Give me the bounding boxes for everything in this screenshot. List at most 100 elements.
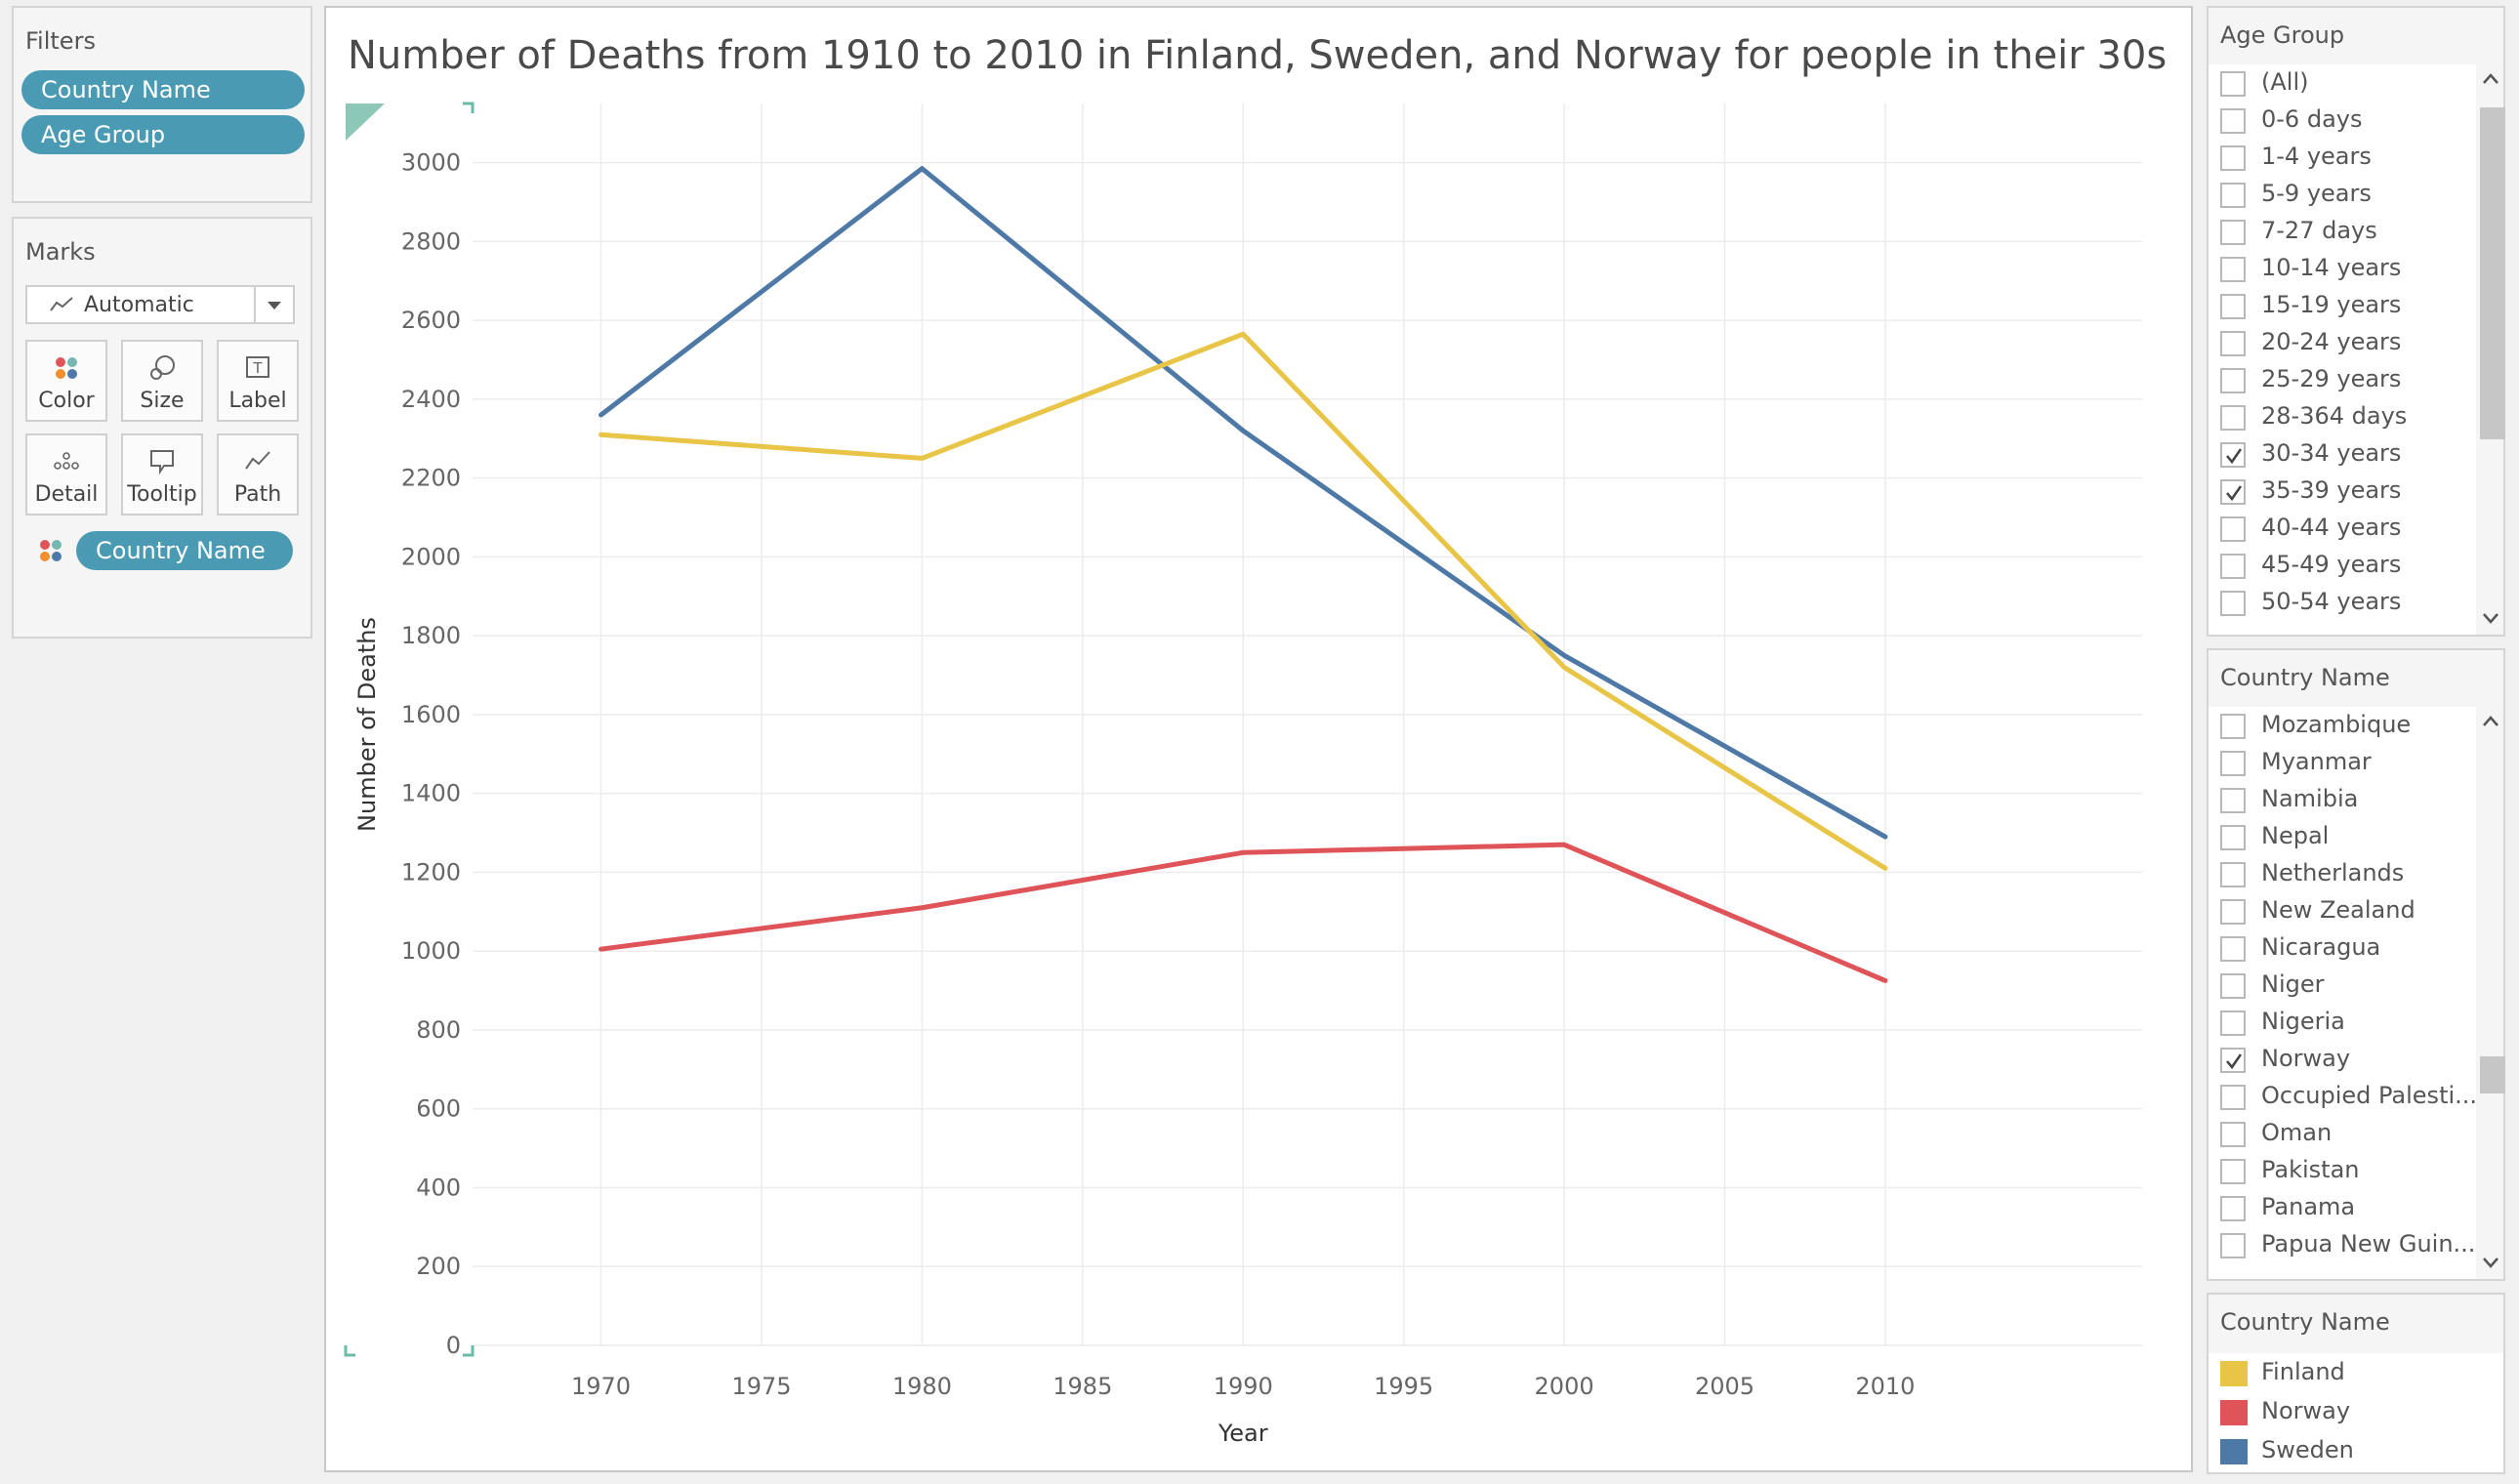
y-tick-label: 2200 (401, 465, 461, 492)
age-group-item[interactable]: 25-29 years (2209, 361, 2478, 398)
y-tick-label: 1200 (401, 858, 461, 886)
checkbox[interactable] (2220, 936, 2246, 962)
checkbox-checked[interactable] (2220, 442, 2246, 468)
checkbox[interactable] (2220, 899, 2246, 925)
checkbox[interactable] (2220, 973, 2246, 999)
country-item[interactable]: Oman (2209, 1115, 2478, 1152)
checkbox[interactable] (2220, 751, 2246, 776)
checkbox[interactable] (2220, 294, 2246, 319)
detail-button[interactable]: Detail (25, 433, 107, 515)
filter-pill-country-name[interactable]: Country Name (21, 70, 305, 109)
country-item[interactable]: Nepal (2209, 818, 2478, 855)
legend-item[interactable]: Norway (2209, 1392, 2503, 1431)
country-item[interactable]: Norway (2209, 1041, 2478, 1078)
color-button[interactable]: Color (25, 340, 107, 422)
tooltip-button[interactable]: Tooltip (121, 433, 203, 515)
y-tick-label: 2000 (401, 543, 461, 570)
age-group-item[interactable]: 35-39 years (2209, 473, 2478, 510)
country-label: Pakistan (2261, 1156, 2360, 1183)
age-group-item[interactable]: 5-9 years (2209, 176, 2478, 213)
scroll-up-icon[interactable] (2482, 70, 2499, 89)
size-button[interactable]: Size (121, 340, 203, 422)
country-item[interactable]: Nigeria (2209, 1004, 2478, 1041)
age-group-scrollbar[interactable] (2476, 64, 2505, 635)
country-item[interactable]: Papua New Guin... (2209, 1226, 2478, 1263)
country-scroll-thumb[interactable] (2480, 1056, 2505, 1093)
age-group-item[interactable]: 50-54 years (2209, 584, 2478, 621)
checkbox[interactable] (2220, 554, 2246, 579)
y-tick-label: 2400 (401, 386, 461, 413)
legend-item[interactable]: Finland (2209, 1353, 2503, 1392)
age-group-filter-title: Age Group (2220, 21, 2345, 49)
legend-item[interactable]: Sweden (2209, 1431, 2503, 1470)
country-label: Nigeria (2261, 1008, 2345, 1035)
checkbox[interactable] (2220, 1196, 2246, 1221)
y-tick-label: 1000 (401, 937, 461, 965)
age-group-item[interactable]: 30-34 years (2209, 435, 2478, 473)
country-label: Namibia (2261, 785, 2359, 812)
age-group-scroll-thumb[interactable] (2480, 107, 2505, 439)
age-group-item[interactable]: 20-24 years (2209, 324, 2478, 361)
checkbox[interactable] (2220, 1233, 2246, 1258)
series-line-sweden (599, 166, 1888, 840)
age-group-item[interactable]: 10-14 years (2209, 250, 2478, 287)
country-scrollbar[interactable] (2476, 707, 2505, 1279)
age-group-item[interactable]: 45-49 years (2209, 547, 2478, 584)
color-pill-country-name[interactable]: Country Name (76, 531, 293, 570)
checkbox[interactable] (2220, 591, 2246, 616)
country-label: Nicaragua (2261, 933, 2381, 961)
checkbox[interactable] (2220, 405, 2246, 431)
path-button[interactable]: Path (217, 433, 299, 515)
filter-pill-age-group[interactable]: Age Group (21, 115, 305, 154)
checkbox[interactable] (2220, 714, 2246, 739)
country-item[interactable]: Panama (2209, 1189, 2478, 1226)
checkbox-checked[interactable] (2220, 479, 2246, 505)
checkbox[interactable] (2220, 183, 2246, 208)
checkbox[interactable] (2220, 862, 2246, 887)
x-tick-label: 1985 (1053, 1373, 1112, 1400)
checkbox[interactable] (2220, 1122, 2246, 1147)
checkbox-checked[interactable] (2220, 1048, 2246, 1073)
checkbox[interactable] (2220, 145, 2246, 171)
x-tick-label: 2005 (1695, 1373, 1755, 1400)
checkbox[interactable] (2220, 220, 2246, 245)
country-item[interactable]: Namibia (2209, 781, 2478, 818)
country-item[interactable]: Mozambique (2209, 707, 2478, 744)
checkbox[interactable] (2220, 71, 2246, 97)
country-list: Mozambique Myanmar Namibia Nepal Netherlands… (2209, 707, 2478, 1279)
age-group-label: 45-49 years (2261, 551, 2402, 578)
scroll-down-icon[interactable] (2482, 611, 2499, 630)
size-icon (123, 353, 201, 383)
age-group-item[interactable]: 0-6 days (2209, 102, 2478, 139)
checkbox[interactable] (2220, 788, 2246, 813)
country-item[interactable]: Occupied Palesti... (2209, 1078, 2478, 1115)
age-group-item[interactable]: 15-19 years (2209, 287, 2478, 324)
checkbox[interactable] (2220, 368, 2246, 393)
country-item[interactable]: Netherlands (2209, 855, 2478, 892)
age-group-item[interactable]: 7-27 days (2209, 213, 2478, 250)
checkbox[interactable] (2220, 825, 2246, 850)
y-tick-label: 600 (416, 1095, 461, 1123)
checkbox[interactable] (2220, 1085, 2246, 1110)
age-group-item[interactable]: 1-4 years (2209, 139, 2478, 176)
chevron-down-icon[interactable] (266, 295, 283, 318)
checkbox[interactable] (2220, 1010, 2246, 1036)
mark-type-dropdown[interactable]: Automatic (25, 285, 295, 324)
country-item[interactable]: New Zealand (2209, 892, 2478, 929)
checkbox[interactable] (2220, 108, 2246, 134)
country-item[interactable]: Pakistan (2209, 1152, 2478, 1189)
age-group-item[interactable]: 40-44 years (2209, 510, 2478, 547)
country-item[interactable]: Myanmar (2209, 744, 2478, 781)
checkbox[interactable] (2220, 331, 2246, 356)
scroll-up-icon[interactable] (2482, 713, 2499, 731)
checkbox[interactable] (2220, 516, 2246, 542)
label-button[interactable]: T Label (217, 340, 299, 422)
age-group-item[interactable]: 28-364 days (2209, 398, 2478, 435)
chart-view: Number of Deaths from 1910 to 2010 in Fi… (324, 6, 2193, 1472)
scroll-down-icon[interactable] (2482, 1256, 2499, 1274)
checkbox[interactable] (2220, 257, 2246, 282)
country-item[interactable]: Niger (2209, 967, 2478, 1004)
checkbox[interactable] (2220, 1159, 2246, 1184)
country-item[interactable]: Nicaragua (2209, 929, 2478, 967)
age-group-item[interactable]: (All) (2209, 64, 2478, 102)
